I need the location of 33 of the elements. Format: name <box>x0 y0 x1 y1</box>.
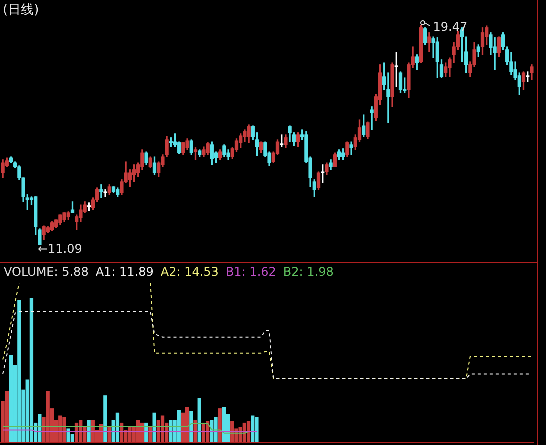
bar <box>62 417 66 442</box>
bar <box>177 410 181 442</box>
bar <box>148 427 152 442</box>
chart-title: (日线) <box>3 2 40 19</box>
bar <box>218 408 222 442</box>
text: B2: 1.98 <box>283 265 334 279</box>
annotation: ←11.09 <box>38 242 82 256</box>
bar <box>18 300 22 442</box>
bar <box>30 298 34 442</box>
bar <box>108 427 112 442</box>
bar <box>186 407 190 442</box>
text: A2: 14.53 <box>160 265 219 279</box>
text: A1: 11.89 <box>96 265 154 279</box>
bar <box>190 411 194 442</box>
bar <box>152 412 156 442</box>
text: VOLUME: 5.88 <box>4 265 89 279</box>
bar <box>104 396 108 442</box>
candlestick <box>370 106 374 130</box>
bar <box>128 427 132 442</box>
bar <box>5 391 9 442</box>
bar <box>255 417 259 442</box>
text: B1: 1.62 <box>226 265 276 279</box>
bar <box>46 391 50 442</box>
bar <box>251 416 255 442</box>
bar <box>222 407 226 442</box>
bar <box>9 355 14 442</box>
bar <box>246 422 251 442</box>
bar <box>66 428 70 442</box>
bar <box>198 398 202 442</box>
candlestick <box>104 190 108 198</box>
bar <box>214 417 218 442</box>
candlestick <box>100 184 104 198</box>
annotation: 19.47 <box>433 20 468 34</box>
